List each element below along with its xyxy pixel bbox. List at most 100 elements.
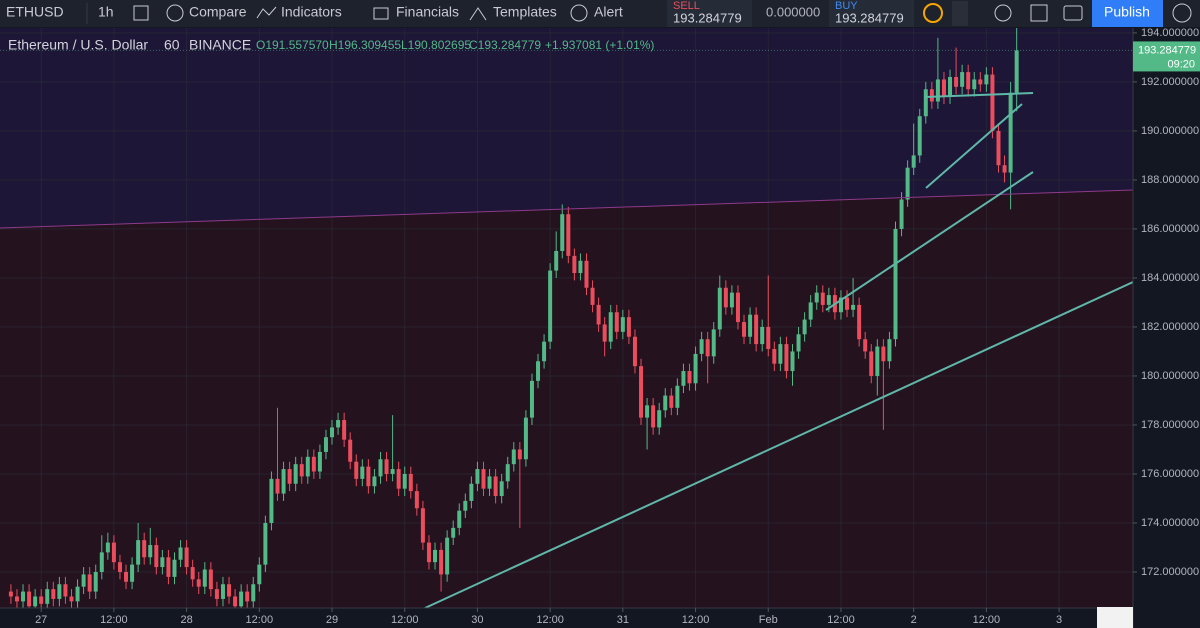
publish-button[interactable] <box>1092 0 1163 27</box>
zoom-buttons[interactable] <box>952 1 968 26</box>
exchange: BINANCE <box>189 37 251 53</box>
fullscreen-icon[interactable] <box>1030 4 1048 22</box>
templates-button[interactable]: Templates <box>493 4 557 20</box>
candle-body <box>881 346 886 362</box>
sell-label: SELL <box>673 0 700 12</box>
candle-body <box>723 287 728 308</box>
indicators-button[interactable]: Indicators <box>281 4 342 20</box>
candle-body <box>178 547 183 560</box>
candle-body <box>269 478 274 523</box>
candle-body <box>420 508 425 543</box>
symbol-title: Ethereum / U.S. Dollar <box>8 37 148 53</box>
candle-body <box>99 552 104 572</box>
plot-bg <box>0 28 1133 608</box>
candle-body <box>523 417 528 460</box>
candle-body <box>275 478 280 494</box>
candle-body <box>923 89 928 117</box>
candle-body <box>439 549 444 575</box>
candle-body <box>330 427 335 438</box>
candle-body <box>257 564 262 585</box>
y-tick-label: 190.000000 <box>1141 125 1199 137</box>
candle-body <box>651 405 656 428</box>
candle-body <box>808 302 813 320</box>
candle-body <box>584 260 589 288</box>
interval-button[interactable]: 1h <box>98 4 114 20</box>
info-icon[interactable] <box>923 3 943 23</box>
settings-icon[interactable] <box>994 4 1012 22</box>
x-tick-label: 12:00 <box>973 614 1001 626</box>
candle-body <box>105 542 110 553</box>
candle-body <box>754 314 759 345</box>
candle-body <box>978 79 983 85</box>
x-tick-label: 28 <box>180 614 192 626</box>
candle-body <box>451 527 456 538</box>
snapshot-icon[interactable] <box>1063 5 1083 21</box>
candle-body <box>481 469 486 489</box>
buy-price: 193.284779 <box>835 10 904 25</box>
x-tick-label: 12:00 <box>827 614 855 626</box>
y-tick-label: 194.000000 <box>1141 27 1199 39</box>
y-tick-label: 182.000000 <box>1141 321 1199 333</box>
buy-box[interactable] <box>829 0 914 27</box>
candle-body <box>608 312 613 342</box>
candle-body <box>1008 92 1013 173</box>
x-tick-label: 27 <box>35 614 47 626</box>
candle-body <box>735 292 740 323</box>
symbol[interactable]: ETHUSD <box>6 4 64 20</box>
candle-body <box>838 297 843 313</box>
alert-button[interactable]: Alert <box>594 4 623 20</box>
candle-body <box>336 420 341 428</box>
chart-type-icon[interactable] <box>133 5 149 21</box>
candle-body <box>748 314 753 337</box>
candle-body <box>536 361 541 381</box>
x-tick-label: 12:00 <box>100 614 128 626</box>
candle-body <box>69 596 74 602</box>
candle-body <box>542 341 547 362</box>
sell-box[interactable] <box>667 0 752 27</box>
candle-body <box>63 584 68 597</box>
candle-body <box>826 295 831 305</box>
candle-body <box>433 549 438 563</box>
candle-body <box>511 449 516 465</box>
candle-body <box>784 344 789 372</box>
candle-body <box>639 366 644 418</box>
candle-body <box>214 589 219 599</box>
buy-label: BUY <box>835 0 858 12</box>
last-price-label: 193.284779 <box>1138 44 1196 56</box>
trend-line <box>825 171 1034 311</box>
candle-body <box>317 451 322 472</box>
financials-button[interactable]: Financials <box>396 4 459 20</box>
ohlc-close: C193.284779 <box>469 38 541 52</box>
candle-body <box>760 326 765 345</box>
candle-body <box>117 562 122 572</box>
spread: 0.000000 <box>766 4 820 19</box>
candle-body <box>893 228 898 340</box>
candle-body <box>578 260 583 274</box>
drawings <box>0 92 1133 608</box>
compare-button[interactable]: Compare <box>189 4 247 20</box>
candle-body <box>596 304 601 325</box>
candle-body <box>517 449 522 460</box>
x-tick-label: 12:00 <box>246 614 274 626</box>
candle-body <box>693 353 698 384</box>
candle-body <box>166 557 171 577</box>
candle-body <box>172 559 177 577</box>
play-icon[interactable] <box>1172 3 1192 23</box>
candle-body <box>81 574 86 587</box>
candle-body <box>233 596 238 607</box>
candle-body <box>572 255 577 274</box>
ohlc-low: L190.802695 <box>401 38 471 52</box>
candle-body <box>505 464 510 482</box>
candle-body <box>626 317 631 337</box>
candle-body <box>348 439 353 462</box>
candle-body <box>614 312 619 332</box>
candle-body <box>699 339 704 354</box>
candle-body <box>675 385 680 408</box>
candle-body <box>499 481 504 497</box>
toolbar <box>0 0 1200 27</box>
candle-body <box>366 466 371 487</box>
candle-body <box>941 79 946 97</box>
candle-body <box>966 72 971 90</box>
x-tick-label: 30 <box>471 614 483 626</box>
